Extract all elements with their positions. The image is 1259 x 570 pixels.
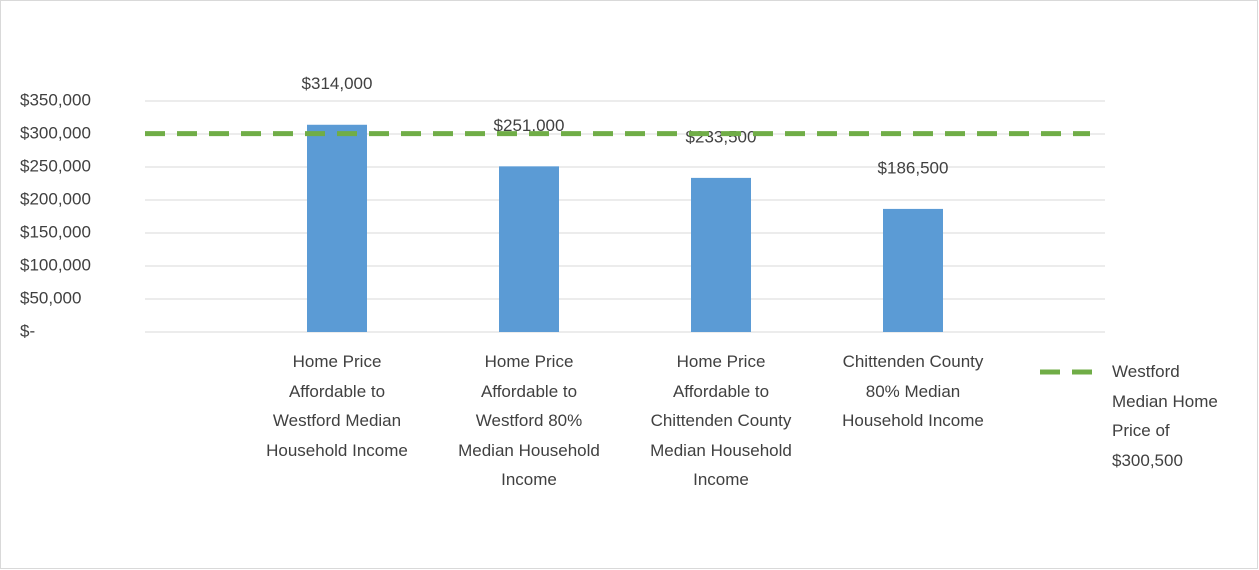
bar — [307, 124, 367, 332]
y-tick-label: $50,000 — [20, 288, 81, 307]
y-tick-label: $300,000 — [20, 123, 91, 142]
x-tick-label: Chittenden County 80% Median Household I… — [842, 352, 984, 430]
y-tick-label: $200,000 — [20, 189, 91, 208]
data-label: $314,000 — [302, 74, 373, 93]
y-tick-label: $- — [20, 321, 35, 340]
bar — [499, 166, 559, 332]
x-tick-label-box: Chittenden County 80% Median Household I… — [842, 352, 984, 430]
legend-box: Westford Median Home Price of $300,500 — [1112, 362, 1218, 470]
x-tick-label-box: Home Price Affordable to Chittenden Coun… — [650, 352, 792, 489]
data-label: $233,500 — [686, 127, 757, 146]
data-label: $186,500 — [878, 158, 949, 177]
bar — [691, 177, 751, 332]
bar — [883, 208, 943, 332]
y-tick-label: $350,000 — [20, 90, 91, 109]
y-tick-label: $100,000 — [20, 255, 91, 274]
x-tick-label: Home Price Affordable to Westford 80% Me… — [458, 352, 600, 489]
legend-label: Westford Median Home Price of $300,500 — [1112, 362, 1218, 470]
x-tick-label: Home Price Affordable to Westford Median… — [266, 352, 408, 460]
x-tick-label-box: Home Price Affordable to Westford Median… — [266, 352, 408, 460]
y-tick-label: $150,000 — [20, 222, 91, 241]
data-label: $251,000 — [494, 116, 565, 135]
y-tick-label: $250,000 — [20, 156, 91, 175]
x-tick-label-box: Home Price Affordable to Westford 80% Me… — [458, 352, 600, 489]
x-tick-label: Home Price Affordable to Chittenden Coun… — [650, 352, 792, 489]
